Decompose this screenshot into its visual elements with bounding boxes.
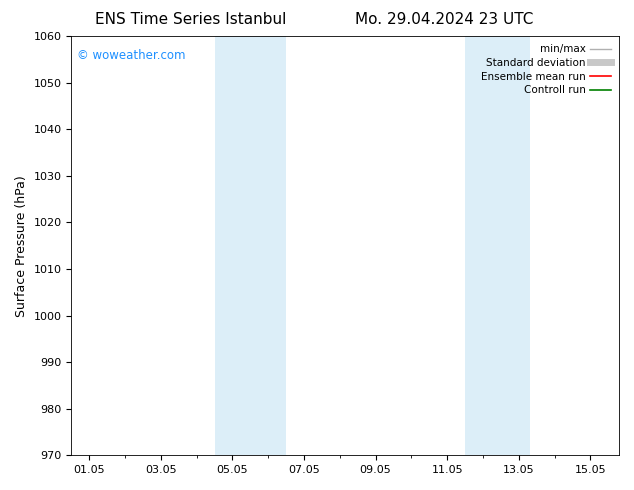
Text: ENS Time Series Istanbul: ENS Time Series Istanbul: [94, 12, 286, 27]
Y-axis label: Surface Pressure (hPa): Surface Pressure (hPa): [15, 175, 28, 317]
Legend: min/max, Standard deviation, Ensemble mean run, Controll run: min/max, Standard deviation, Ensemble me…: [478, 41, 614, 98]
Bar: [465, 36, 529, 455]
Text: © woweather.com: © woweather.com: [77, 49, 185, 62]
Text: Mo. 29.04.2024 23 UTC: Mo. 29.04.2024 23 UTC: [354, 12, 533, 27]
Bar: [214, 36, 286, 455]
